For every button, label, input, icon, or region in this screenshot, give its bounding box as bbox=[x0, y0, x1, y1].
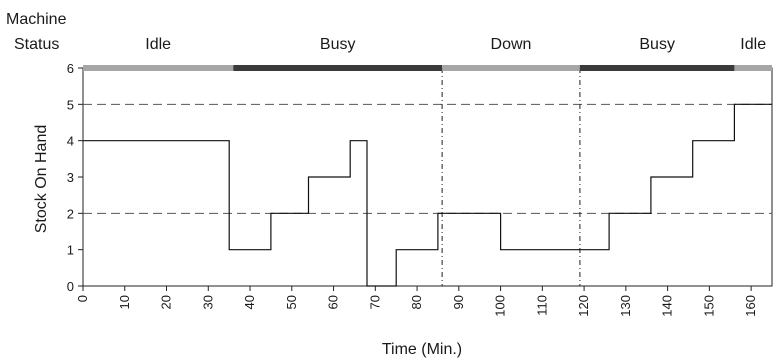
x-tick-label: 120 bbox=[576, 295, 591, 317]
x-tick-label: 90 bbox=[451, 295, 466, 309]
status-segment-label: Down bbox=[491, 36, 532, 53]
x-axis-title: Time (Min.) bbox=[382, 341, 462, 358]
x-tick-label: 60 bbox=[326, 295, 341, 309]
x-tick-label: 50 bbox=[284, 295, 299, 309]
x-tick-label: 80 bbox=[409, 295, 424, 309]
x-tick-label: 140 bbox=[660, 295, 675, 317]
status-segment-label: Idle bbox=[740, 36, 766, 53]
status-segment-label: Busy bbox=[639, 36, 675, 53]
status-header-label-line1: Machine bbox=[6, 11, 67, 28]
x-tick-label: 100 bbox=[493, 295, 508, 317]
y-tick-label: 0 bbox=[67, 279, 74, 294]
x-tick-label: 40 bbox=[242, 295, 257, 309]
x-tick-label: 130 bbox=[618, 295, 633, 317]
x-tick-label: 160 bbox=[743, 295, 758, 317]
status-header-label-line2: Status bbox=[14, 36, 59, 53]
y-tick-label: 4 bbox=[67, 134, 74, 149]
y-tick-label: 1 bbox=[67, 243, 74, 258]
stock-series-line bbox=[83, 103, 772, 287]
status-segment-label: Busy bbox=[320, 36, 356, 53]
status-segment-label: Idle bbox=[145, 36, 171, 53]
x-tick-label: 150 bbox=[701, 295, 716, 317]
x-tick-label: 70 bbox=[367, 295, 382, 309]
y-tick-label: 3 bbox=[67, 170, 74, 185]
x-tick-label: 30 bbox=[200, 295, 215, 309]
x-tick-label: 20 bbox=[159, 295, 174, 309]
y-tick-label: 2 bbox=[67, 206, 74, 221]
x-tick-label: 10 bbox=[117, 295, 132, 309]
y-axis-title: Stock On Hand bbox=[33, 125, 50, 234]
x-tick-label: 0 bbox=[75, 295, 90, 302]
x-tick-label: 110 bbox=[534, 295, 549, 316]
y-tick-label: 5 bbox=[67, 97, 74, 112]
y-tick-label: 6 bbox=[67, 61, 74, 76]
